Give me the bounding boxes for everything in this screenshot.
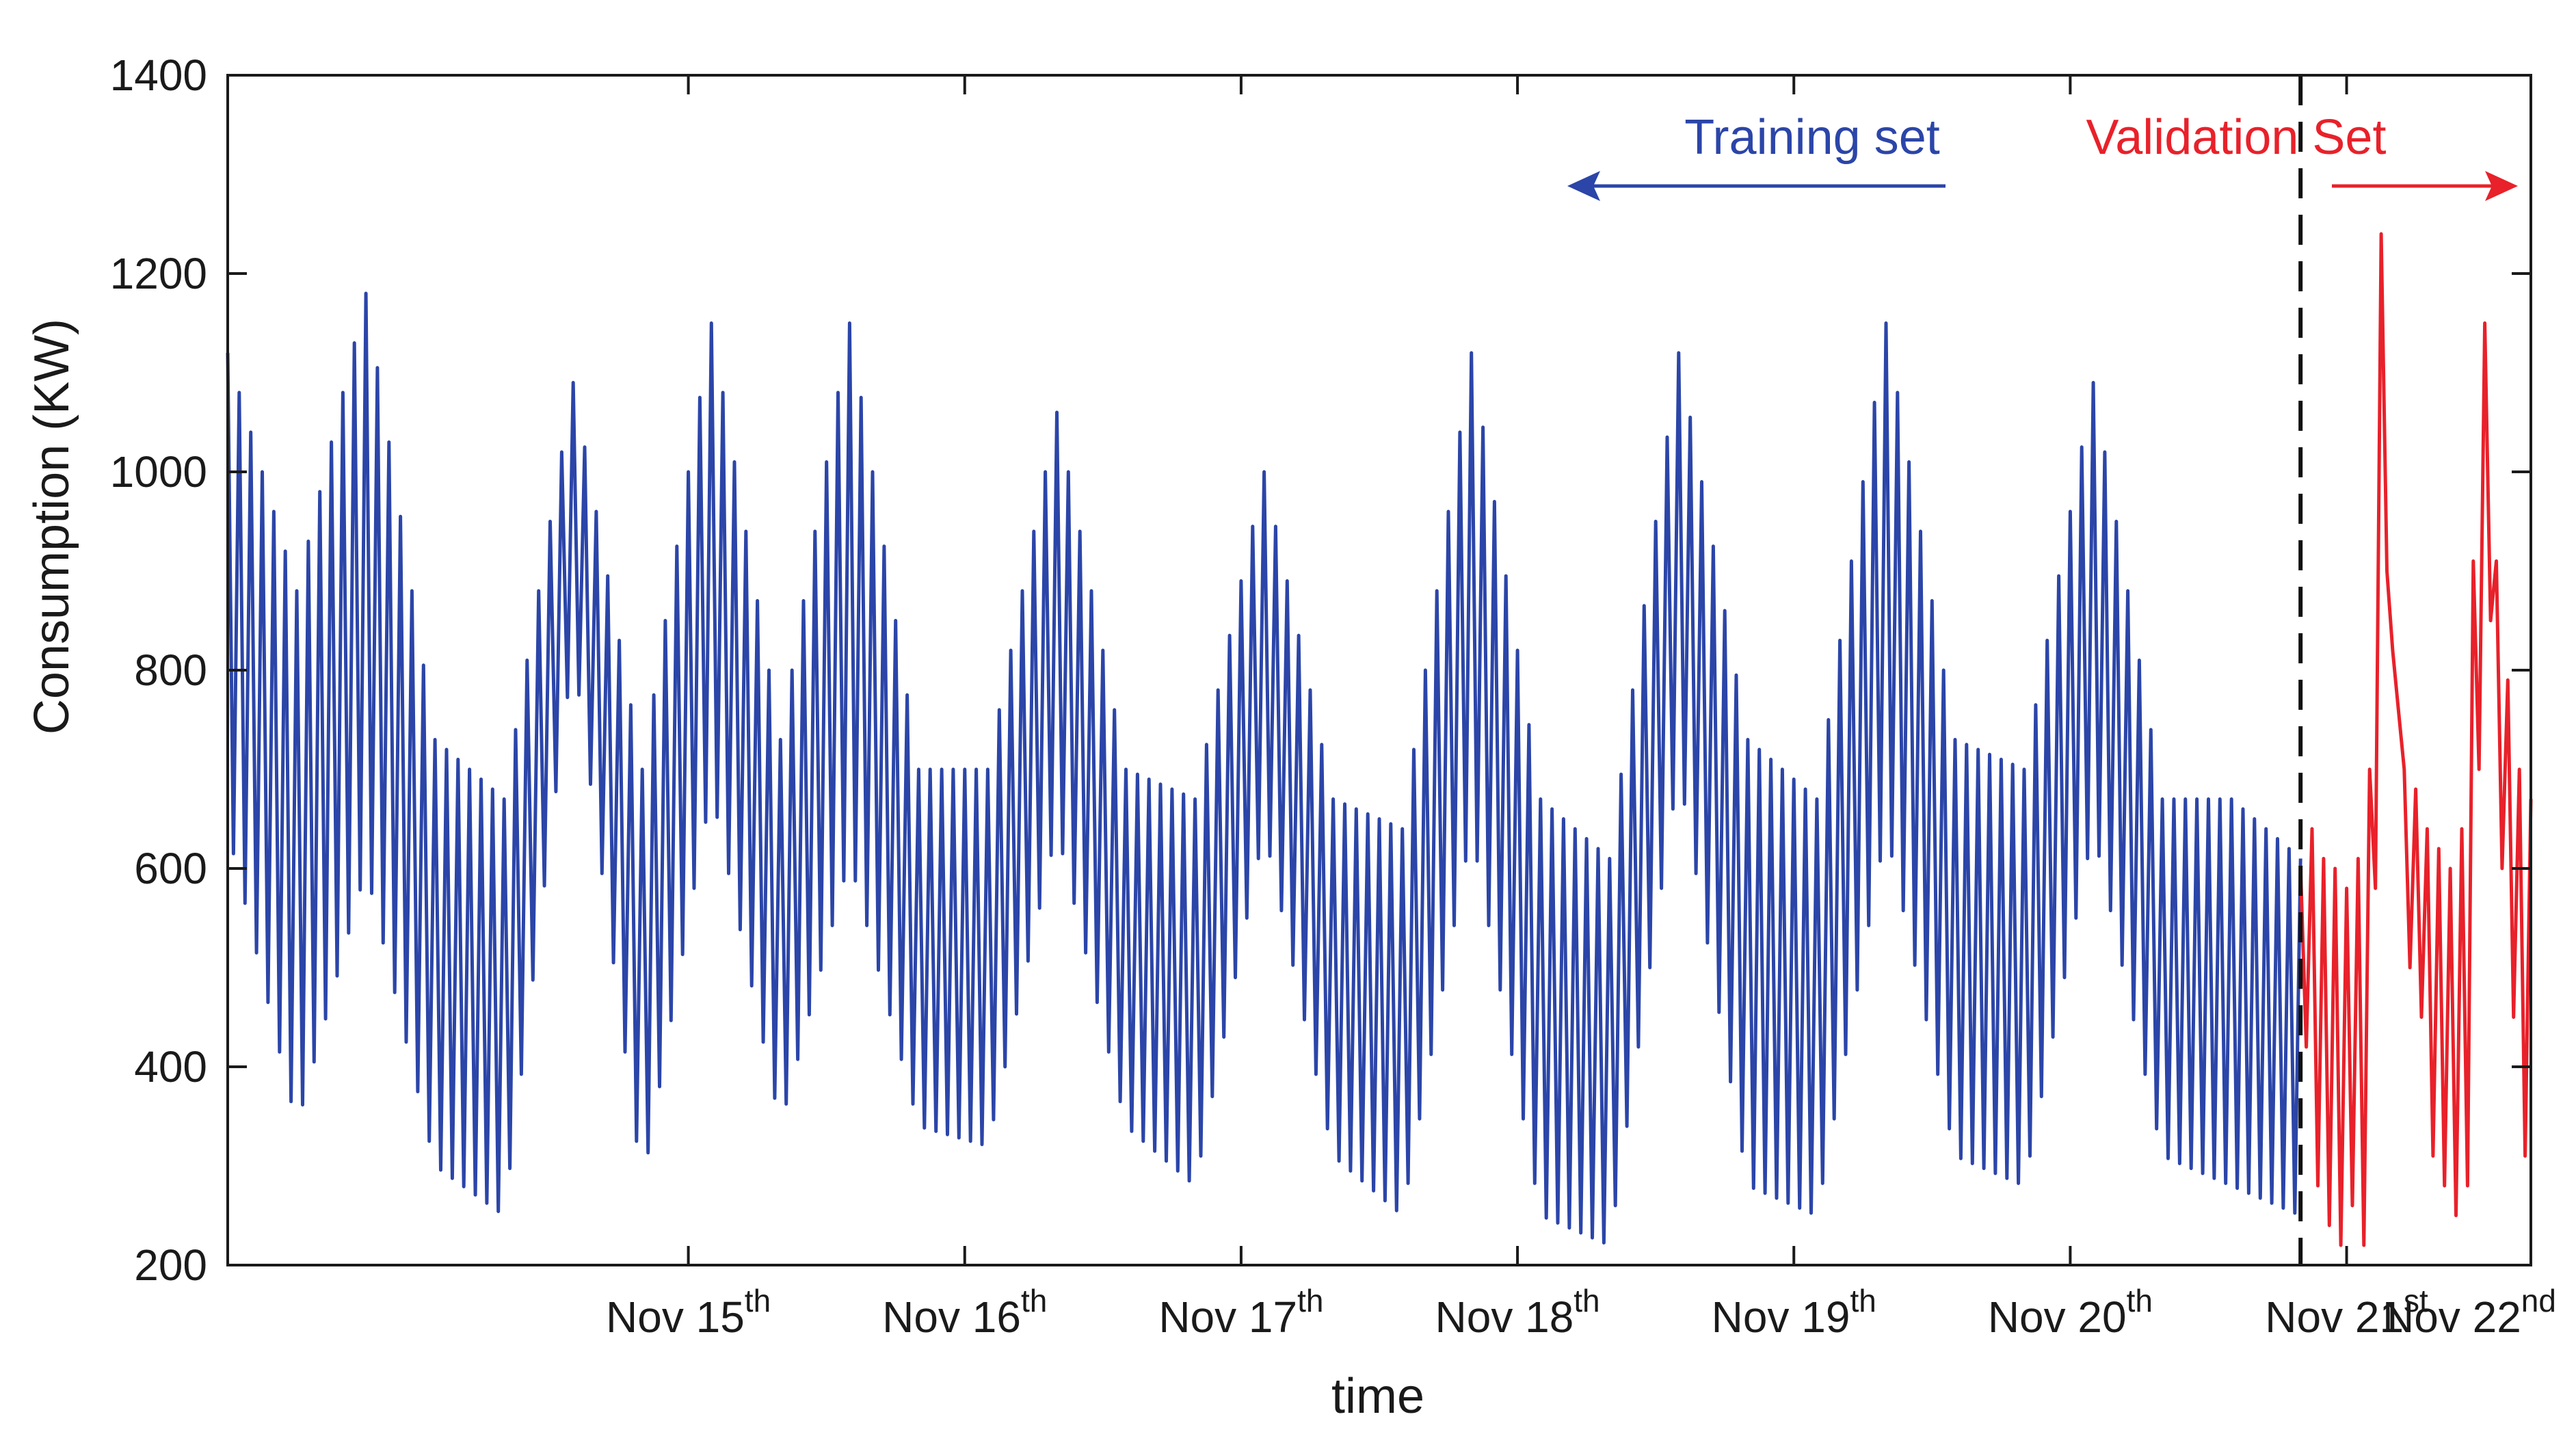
training-series-line xyxy=(226,291,2302,1245)
y-tick-label: 1000 xyxy=(110,447,207,496)
validation-arrow-head xyxy=(2485,171,2518,201)
x-tick-label: Nov 19th xyxy=(1712,1283,1876,1342)
x-tick-label: Nov 18th xyxy=(1435,1283,1600,1342)
validation-set-label: Validation Set xyxy=(2086,110,2387,165)
training-set-label: Training set xyxy=(1684,110,1940,165)
axes-layer: 200 400 600 800 1000 1200 1400 Nov 15th Nov 16th… xyxy=(110,51,2556,1342)
y-tick-label: 200 xyxy=(134,1240,207,1290)
x-tick-label: Nov 20th xyxy=(1988,1283,2153,1342)
x-tick-label: Nov 15th xyxy=(606,1283,771,1342)
x-tick-label: Nov 16th xyxy=(882,1283,1047,1342)
annotation-layer: Training set Validation Set xyxy=(1567,110,2518,201)
training-arrow-head xyxy=(1567,171,1600,201)
x-tick-label: Nov 21st xyxy=(2265,1283,2428,1342)
series-layer xyxy=(226,75,2533,1265)
y-tick-label: 1200 xyxy=(110,249,207,298)
x-tick-label: Nov 22nd xyxy=(2382,1283,2556,1342)
y-tick-label: 1400 xyxy=(110,51,207,100)
y-tick-label: 600 xyxy=(134,844,207,893)
y-axis-title: Consumption (KW) xyxy=(25,319,79,734)
x-axis-title: time xyxy=(1331,1369,1424,1424)
y-tick-label: 400 xyxy=(134,1042,207,1091)
x-tick-label: Nov 17th xyxy=(1158,1283,1323,1342)
y-tick-label: 800 xyxy=(134,646,207,695)
validation-series-line xyxy=(2298,232,2533,1247)
